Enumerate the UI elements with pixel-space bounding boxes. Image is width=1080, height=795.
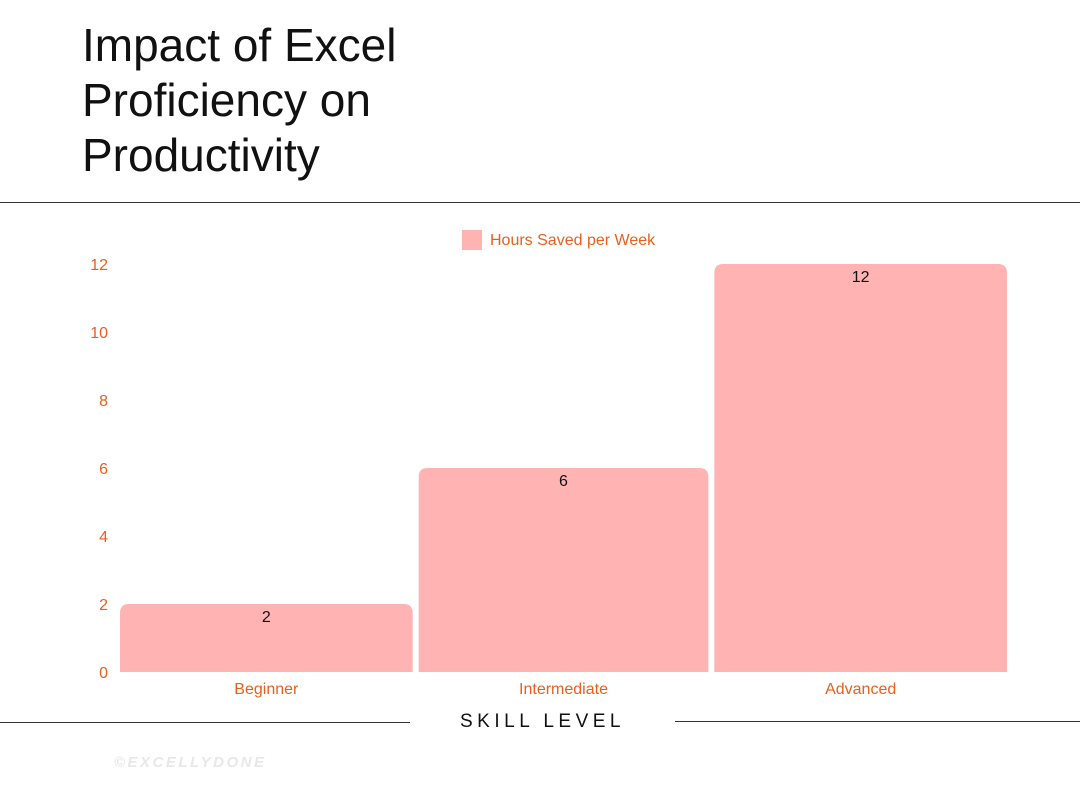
x-tick-label: Advanced [825,681,896,698]
x-tick-label: Beginner [234,681,299,698]
y-tick-label: 4 [99,529,108,546]
data-label: 12 [852,269,870,286]
y-tick-label: 2 [99,597,108,614]
data-label: 2 [262,609,271,626]
data-label: 6 [559,473,568,490]
x-tick-label: Intermediate [519,681,608,698]
y-tick-label: 0 [99,665,108,682]
page-title: Impact of Excel Proficiency on Productiv… [82,19,397,181]
credit-watermark: ©EXCELLYDONE [114,754,267,771]
legend-swatch [462,230,482,250]
y-tick-label: 6 [99,461,108,478]
y-tick-label: 8 [99,393,108,410]
bottom-divider-right [675,721,1080,722]
y-tick-label: 12 [90,257,108,274]
bar-beginner [120,604,413,672]
x-axis-label: SKILL LEVEL [460,711,625,732]
top-divider [0,202,1080,203]
bar-advanced [714,264,1007,672]
legend-label: Hours Saved per Week [490,232,656,249]
bar-intermediate [418,468,709,672]
bottom-divider-left [0,722,410,723]
y-tick-label: 10 [90,325,108,342]
